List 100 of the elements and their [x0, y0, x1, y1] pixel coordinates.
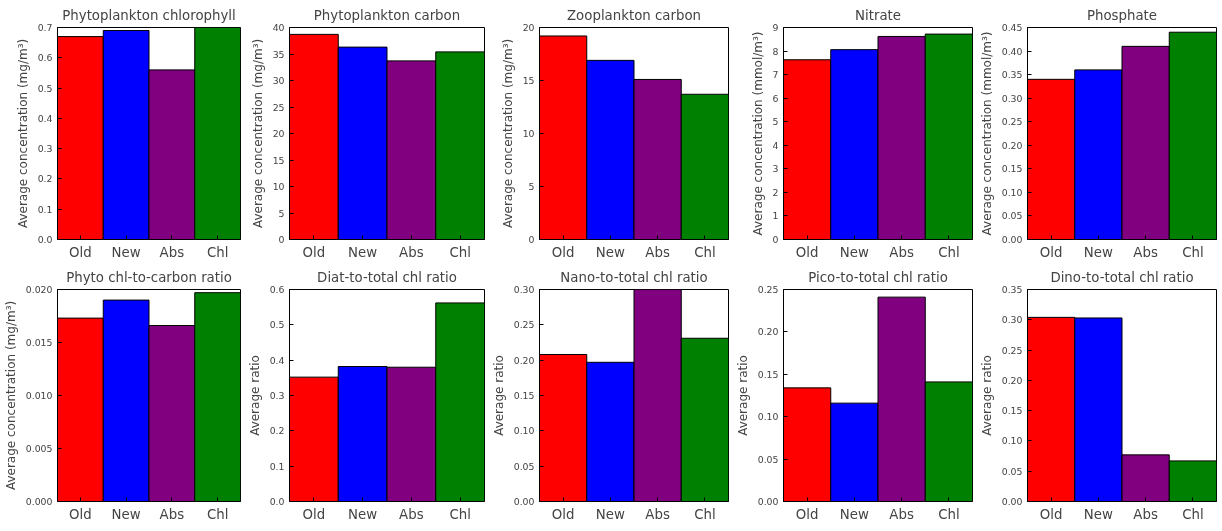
x-tick-label: Abs	[889, 244, 914, 260]
chart-title: Nano-to-total chl ratio	[560, 269, 708, 285]
y-tick-label: 5	[772, 116, 779, 128]
y-tick-label: 0.20	[1001, 374, 1023, 386]
y-tick-label: 0.00	[757, 496, 779, 507]
y-tick-label: 0.00	[1001, 496, 1023, 507]
y-tick-label: 0.30	[1001, 314, 1023, 326]
x-tick-label: Old	[795, 244, 819, 260]
y-tick-label: 0	[772, 234, 779, 245]
y-tick-label: 8	[772, 45, 779, 57]
y-tick-label: 20	[272, 128, 285, 139]
x-tick-label: Chl	[449, 244, 471, 260]
y-tick-label: 0.20	[1001, 139, 1023, 151]
x-tick-label: Abs	[889, 506, 914, 522]
y-tick-label: 0.05	[513, 460, 535, 472]
y-tick-label: 0.30	[513, 284, 535, 295]
y-tick-label: 0.0	[269, 496, 285, 507]
chart-title: Phytoplankton carbon	[313, 7, 461, 23]
y-axis-title: Average concentration (mg/m³)	[15, 38, 30, 229]
chart-title: Phytoplankton chlorophyll	[62, 7, 236, 23]
chart-title: Phosphate	[1086, 7, 1158, 23]
y-tick-label: 0.010	[25, 390, 53, 401]
x-tick-label: New	[595, 506, 626, 522]
y-tick-label: 0.40	[1001, 45, 1023, 57]
chart-title: Dino-to-total chl ratio	[1050, 269, 1194, 285]
y-tick-label: 30	[272, 75, 285, 86]
y-tick-label: 0.2	[37, 173, 53, 185]
y-axis-title: Average ratio	[979, 355, 994, 436]
x-tick-label: Old	[1039, 244, 1063, 260]
x-tick-label: New	[111, 506, 141, 522]
y-tick-label: 0.45	[1001, 22, 1023, 33]
x-tick-label: Old	[69, 244, 92, 260]
y-tick-label: 4	[772, 139, 779, 151]
x-tick-label: Old	[551, 506, 575, 522]
y-tick-label: 0.5	[37, 82, 53, 94]
y-axis-title: Average ratio	[735, 355, 750, 436]
y-tick-label: 0.35	[1001, 284, 1023, 295]
y-tick-label: 0.00	[513, 496, 535, 507]
y-tick-label: 0.015	[25, 337, 53, 348]
y-tick-label: 0.000	[25, 496, 53, 507]
y-tick-label: 0	[278, 234, 285, 245]
y-tick-label: 15	[522, 75, 535, 86]
y-tick-label: 0.15	[513, 390, 535, 401]
y-tick-label: 3	[772, 163, 779, 175]
y-tick-label: 0.020	[25, 284, 53, 295]
x-tick-label: Chl	[1182, 506, 1204, 522]
y-tick-label: 40	[272, 22, 285, 33]
x-tick-label: New	[348, 244, 378, 260]
chart-title: Diat-to-total chl ratio	[317, 269, 457, 285]
x-tick-label: Old	[302, 244, 326, 260]
y-tick-label: 0.0	[37, 234, 53, 245]
y-tick-label: 10	[272, 181, 285, 192]
x-tick-label: Abs	[159, 506, 185, 522]
x-tick-label: Old	[551, 244, 575, 260]
chart-title: Phyto chl-to-carbon ratio	[66, 269, 232, 285]
chart-title: Zooplankton carbon	[566, 7, 702, 23]
x-tick-label: Abs	[1133, 244, 1158, 260]
x-tick-label: Abs	[645, 244, 670, 260]
y-axis-title: Average concentration (mg/m³)	[500, 38, 515, 229]
y-axis-title: Average concentration (mg/m³)	[250, 38, 265, 229]
y-tick-label: 0.15	[757, 368, 779, 380]
y-axis-title: Average ratio	[247, 355, 262, 436]
y-tick-label: 0.30	[1001, 92, 1023, 104]
x-tick-label: Chl	[938, 506, 960, 522]
y-tick-label: 0.1	[269, 460, 285, 472]
y-tick-label: 10	[522, 128, 535, 139]
y-tick-label: 1	[772, 210, 779, 222]
x-tick-label: Old	[69, 506, 92, 522]
x-tick-label: New	[839, 244, 870, 260]
y-tick-label: 0	[528, 234, 535, 245]
y-tick-label: 35	[272, 48, 285, 60]
y-tick-label: 0.5	[269, 319, 285, 331]
chart-title: Nitrate	[855, 7, 901, 23]
y-tick-label: 0.35	[1001, 69, 1023, 81]
y-axis-title: Average ratio	[491, 355, 506, 436]
y-tick-label: 0.00	[1001, 234, 1023, 245]
y-tick-label: 0.2	[269, 425, 285, 437]
x-tick-label: Chl	[694, 244, 716, 260]
x-tick-label: Chl	[206, 244, 229, 260]
y-tick-label: 0.10	[1001, 186, 1023, 198]
y-tick-label: 9	[772, 22, 779, 33]
x-tick-label: New	[1083, 244, 1114, 260]
y-tick-label: 0.15	[1001, 405, 1023, 417]
y-tick-label: 0.05	[1001, 465, 1023, 477]
y-tick-label: 5	[528, 181, 535, 192]
y-tick-label: 0.05	[1001, 210, 1023, 222]
x-tick-label: Old	[302, 506, 326, 522]
x-tick-label: New	[595, 244, 626, 260]
y-tick-label: 0.20	[513, 354, 535, 366]
x-tick-label: Chl	[1182, 244, 1204, 260]
x-tick-label: New	[111, 244, 141, 260]
y-tick-label: 15	[272, 154, 285, 166]
x-tick-label: Old	[795, 506, 819, 522]
x-tick-label: Abs	[399, 506, 424, 522]
x-tick-label: New	[839, 506, 870, 522]
y-tick-label: 0.10	[513, 425, 535, 437]
y-tick-label: 0.25	[1001, 344, 1023, 356]
y-tick-label: 0.7	[37, 22, 53, 33]
x-tick-label: Chl	[694, 506, 716, 522]
x-tick-label: Abs	[159, 244, 185, 260]
